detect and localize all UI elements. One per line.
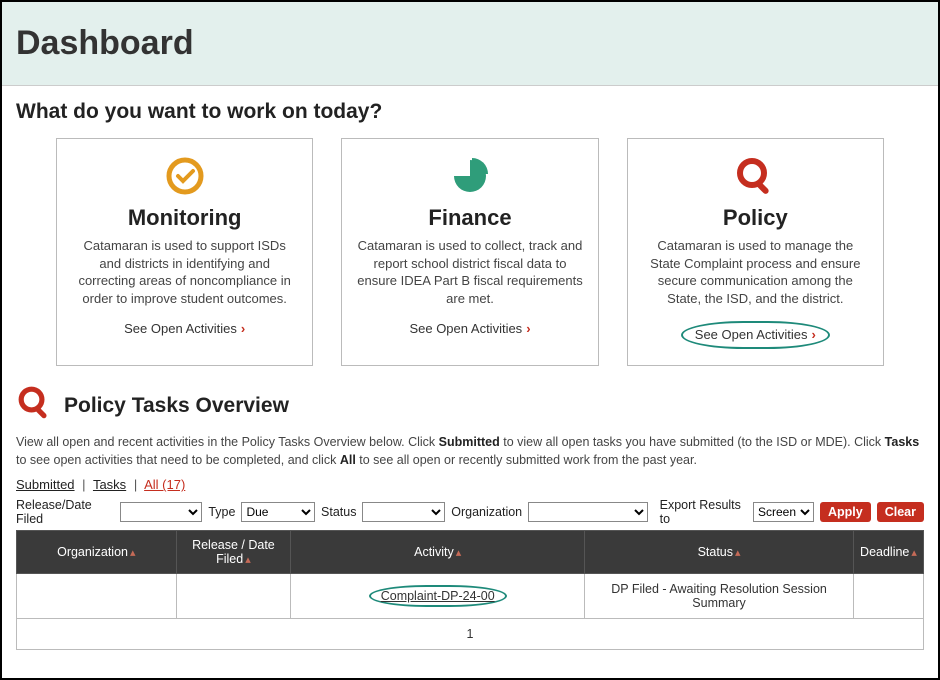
desc-bold: Submitted bbox=[439, 435, 500, 449]
separator: | bbox=[130, 477, 141, 492]
sort-icon: ▴ bbox=[456, 547, 462, 559]
desc-text: to see all open or recently submitted wo… bbox=[356, 453, 697, 467]
tasks-table: Organization▴ Release / Date Filed▴ Acti… bbox=[16, 530, 924, 650]
separator: | bbox=[78, 477, 89, 492]
chevron-right-icon: › bbox=[526, 321, 530, 336]
link-text: See Open Activities bbox=[409, 321, 522, 336]
col-status[interactable]: Status▴ bbox=[585, 531, 854, 574]
search-icon bbox=[16, 384, 54, 427]
tab-submitted[interactable]: Submitted bbox=[16, 477, 75, 492]
cell-activity: Complaint-DP-24-00 bbox=[291, 574, 585, 619]
card-title: Finance bbox=[428, 205, 511, 231]
organization-select[interactable] bbox=[528, 502, 647, 522]
desc-text: to see open activities that need to be c… bbox=[16, 453, 340, 467]
card-desc: Catamaran is used to manage the State Co… bbox=[642, 237, 869, 307]
col-organization[interactable]: Organization▴ bbox=[17, 531, 177, 574]
col-deadline[interactable]: Deadline▴ bbox=[853, 531, 923, 574]
sort-icon: ▴ bbox=[130, 547, 136, 559]
table-header-row: Organization▴ Release / Date Filed▴ Acti… bbox=[17, 531, 924, 574]
col-release[interactable]: Release / Date Filed▴ bbox=[176, 531, 291, 574]
cards-row: Monitoring Catamaran is used to support … bbox=[16, 138, 924, 366]
card-monitoring[interactable]: Monitoring Catamaran is used to support … bbox=[56, 138, 313, 366]
overview-description: View all open and recent activities in t… bbox=[16, 433, 924, 469]
see-open-activities-link[interactable]: See Open Activities › bbox=[695, 327, 816, 342]
card-title: Monitoring bbox=[128, 205, 242, 231]
pagination-text: 1 bbox=[17, 619, 924, 650]
tab-all[interactable]: All (17) bbox=[144, 477, 185, 492]
desc-text: View all open and recent activities in t… bbox=[16, 435, 439, 449]
main: What do you want to work on today? Monit… bbox=[2, 86, 938, 664]
card-finance[interactable]: Finance Catamaran is used to collect, tr… bbox=[341, 138, 598, 366]
cell-release bbox=[176, 574, 291, 619]
col-activity[interactable]: Activity▴ bbox=[291, 531, 585, 574]
policy-icon bbox=[733, 153, 777, 199]
table-footer-row: 1 bbox=[17, 619, 924, 650]
filter-label-org: Organization bbox=[451, 505, 522, 519]
cell-deadline bbox=[853, 574, 923, 619]
see-open-activities-link[interactable]: See Open Activities › bbox=[409, 321, 530, 336]
page-title: Dashboard bbox=[16, 24, 924, 63]
release-date-select[interactable] bbox=[120, 502, 203, 522]
card-policy[interactable]: Policy Catamaran is used to manage the S… bbox=[627, 138, 884, 366]
apply-button[interactable]: Apply bbox=[820, 502, 871, 522]
cell-org bbox=[17, 574, 177, 619]
card-desc: Catamaran is used to support ISDs and di… bbox=[71, 237, 298, 307]
chevron-right-icon: › bbox=[241, 321, 245, 336]
status-select[interactable] bbox=[362, 502, 445, 522]
cell-status: DP Filed - Awaiting Resolution Session S… bbox=[585, 574, 854, 619]
highlight-oval: See Open Activities › bbox=[681, 321, 830, 349]
sort-icon: ▴ bbox=[735, 547, 741, 559]
table-row: Complaint-DP-24-00 DP Filed - Awaiting R… bbox=[17, 574, 924, 619]
link-text: See Open Activities bbox=[124, 321, 237, 336]
card-title: Policy bbox=[723, 205, 788, 231]
filter-label-release: Release/Date Filed bbox=[16, 498, 114, 526]
tab-tasks[interactable]: Tasks bbox=[93, 477, 126, 492]
filter-tabs: Submitted | Tasks | All (17) bbox=[16, 477, 924, 492]
activity-link[interactable]: Complaint-DP-24-00 bbox=[369, 585, 507, 607]
desc-bold: Tasks bbox=[885, 435, 920, 449]
filter-label-export: Export Results to bbox=[660, 498, 747, 526]
sort-icon: ▴ bbox=[245, 554, 251, 566]
type-select[interactable]: Due bbox=[241, 502, 315, 522]
clear-button[interactable]: Clear bbox=[877, 502, 924, 522]
prompt-heading: What do you want to work on today? bbox=[16, 100, 924, 124]
header-band: Dashboard bbox=[2, 2, 938, 86]
filter-label-type: Type bbox=[208, 505, 235, 519]
finance-icon bbox=[448, 153, 492, 199]
export-select[interactable]: Screen bbox=[753, 502, 814, 522]
see-open-activities-link[interactable]: See Open Activities › bbox=[124, 321, 245, 336]
monitoring-icon bbox=[163, 153, 207, 199]
filter-row: Release/Date Filed Type Due Status Organ… bbox=[16, 498, 924, 526]
overview-title: Policy Tasks Overview bbox=[64, 394, 289, 418]
chevron-right-icon: › bbox=[812, 327, 816, 342]
desc-text: to view all open tasks you have submitte… bbox=[500, 435, 885, 449]
desc-bold: All bbox=[340, 453, 356, 467]
card-desc: Catamaran is used to collect, track and … bbox=[356, 237, 583, 307]
sort-icon: ▴ bbox=[911, 547, 917, 559]
filter-label-status: Status bbox=[321, 505, 356, 519]
overview-header: Policy Tasks Overview bbox=[16, 384, 924, 427]
link-text: See Open Activities bbox=[695, 327, 808, 342]
